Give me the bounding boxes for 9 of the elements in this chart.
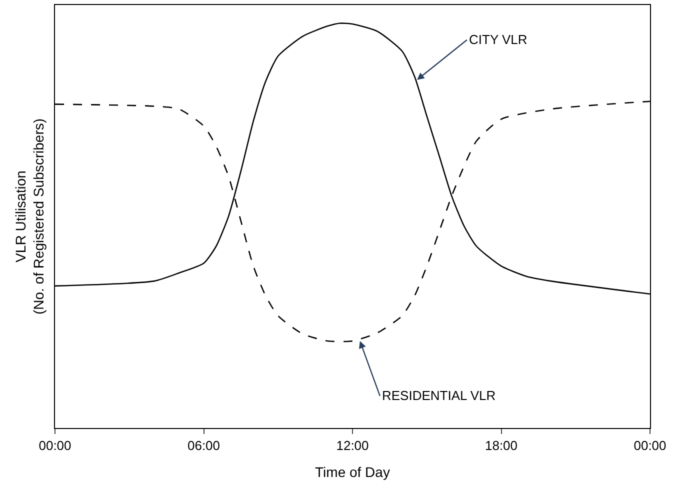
x-tick-label: 18:00 xyxy=(484,438,518,453)
x-tick-label: 00:00 xyxy=(634,438,666,453)
x-axis-title: Time of Day xyxy=(315,464,390,480)
x-tick-label: 00:00 xyxy=(38,438,72,453)
annotation: CITY VLR xyxy=(469,32,528,47)
annotation: RESIDENTIAL VLR xyxy=(382,388,496,403)
y-axis-title: VLR Utilisation (No. of Registered Subscribers) xyxy=(12,118,46,315)
x-tick-label: 12:00 xyxy=(336,438,369,453)
x-tick-label: 06:00 xyxy=(187,438,220,453)
